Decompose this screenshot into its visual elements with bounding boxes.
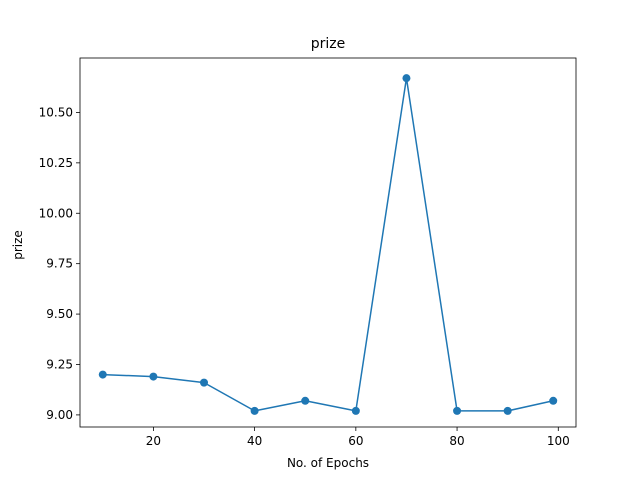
data-point xyxy=(98,370,107,379)
y-tick-label: 10.25 xyxy=(39,156,73,170)
x-axis-label: No. of Epochs xyxy=(287,456,369,470)
data-point xyxy=(200,378,208,387)
chart-title: prize xyxy=(311,36,346,52)
y-tick-label: 9.75 xyxy=(46,257,73,271)
x-tick-label: 80 xyxy=(449,434,464,448)
y-axis-label: prize xyxy=(11,230,25,260)
y-tick-label: 9.00 xyxy=(46,408,73,422)
data-point xyxy=(149,372,158,381)
y-tick-label: 10.00 xyxy=(39,206,73,220)
data-point xyxy=(549,396,558,405)
x-tick-label: 40 xyxy=(247,434,262,448)
data-point xyxy=(503,406,512,415)
data-point xyxy=(351,406,360,415)
y-tick-label: 9.25 xyxy=(46,357,73,371)
y-tick-label: 9.50 xyxy=(46,307,73,321)
data-point xyxy=(250,406,259,415)
x-tick-label: 60 xyxy=(348,434,363,448)
data-point xyxy=(301,396,310,405)
axes-frame xyxy=(79,57,577,428)
data-point xyxy=(402,74,411,83)
plot-area: 20 40 60 80 100 9.00 9.25 9.50 9.75 10.00 10.25 10.… xyxy=(39,57,577,448)
x-tick-label: 20 xyxy=(146,434,161,448)
series-line xyxy=(102,77,554,412)
y-tick-label: 10.50 xyxy=(39,105,73,119)
data-point xyxy=(453,406,462,415)
x-tick-label: 100 xyxy=(547,434,570,448)
